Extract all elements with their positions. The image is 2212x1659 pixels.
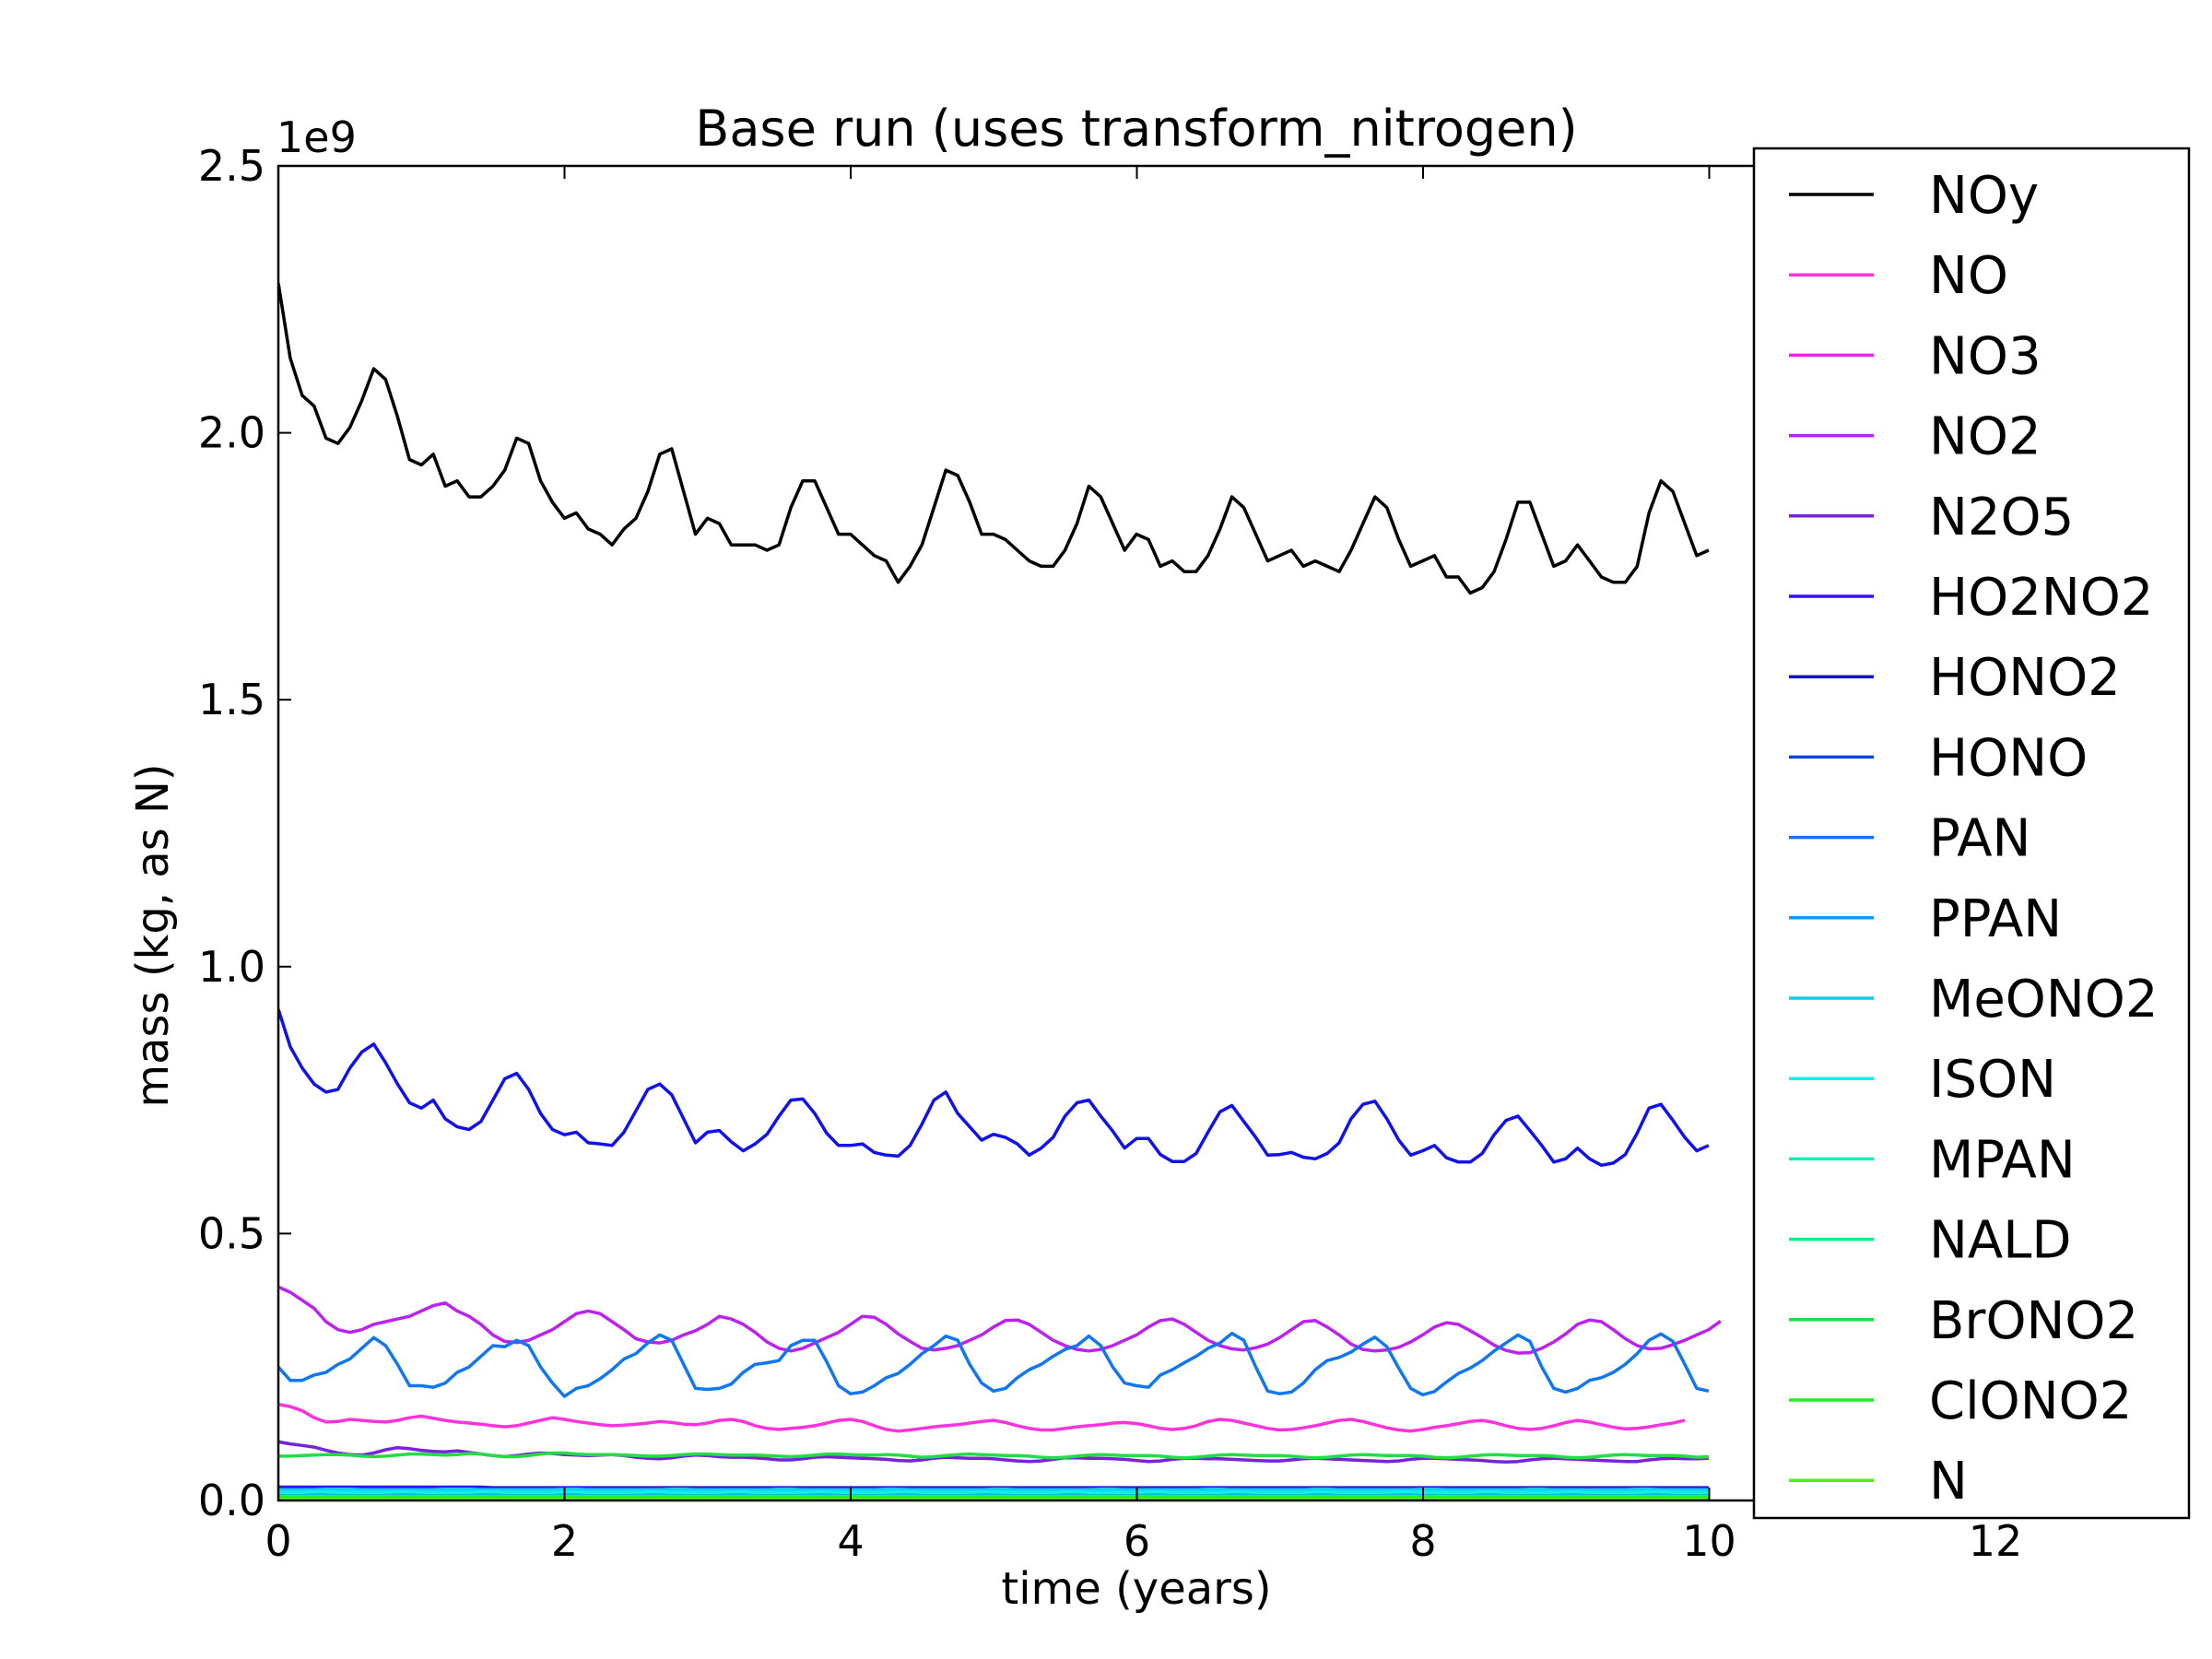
legend-box [1752, 147, 2191, 1520]
legend-label-hono2: HONO2 [1929, 648, 2121, 708]
x-tick-label: 12 [1969, 1516, 2023, 1566]
y-tick-label: 2.0 [198, 408, 265, 458]
legend-label-meono2: MeONO2 [1929, 970, 2158, 1030]
x-tick-label: 8 [1409, 1516, 1436, 1566]
legend-label-noy: NOy [1929, 166, 2039, 226]
legend-label-no2: NO2 [1929, 407, 2041, 467]
x-tick-label: 4 [837, 1516, 864, 1566]
x-tick-label: 2 [551, 1516, 578, 1566]
x-axis-label: time (years) [1001, 1563, 1271, 1615]
chart-title: Base run (uses transform_nitrogen) [695, 100, 1577, 158]
series-line-brono2 [278, 1451, 1709, 1460]
y-tick-label: 0.0 [198, 1476, 265, 1525]
y-tick-label: 1.5 [198, 675, 265, 724]
legend-label-no3: NO3 [1929, 326, 2041, 386]
series-line-no [278, 1402, 1686, 1433]
x-tick-label: 0 [265, 1516, 291, 1566]
x-tick-label: 10 [1682, 1516, 1736, 1566]
legend-label-mpan: MPAN [1929, 1130, 2076, 1190]
y-tick-label: 0.5 [198, 1208, 265, 1258]
legend-label-ison: ISON [1929, 1050, 2056, 1110]
series-line-ison [278, 1489, 1709, 1495]
legend-label-ho2no2: HO2NO2 [1929, 568, 2153, 628]
legend-label-n: N [1929, 1452, 1968, 1512]
series-layer [278, 283, 1722, 1500]
legend-label-brono2: BrONO2 [1929, 1291, 2138, 1351]
legend-label-no: NO [1929, 246, 2008, 306]
axes-layer: 0 2 4 6 8 10 12 0.0 0.5 1.0 1.5 2.0 2.5 [198, 141, 2022, 1566]
series-line-meono2 [278, 1488, 1709, 1492]
y-offset-label: 1e9 [276, 112, 357, 162]
legend-label-ppan: PPAN [1929, 889, 2062, 949]
legend-label-pan: PAN [1929, 809, 2030, 869]
legend-label-hono: HONO [1929, 728, 2088, 788]
x-tick-label: 6 [1124, 1516, 1150, 1566]
legend: NOy NO NO3 NO2 N2O5 HO2NO2 HONO2 HONO PAN PPAN MeO… [1752, 147, 2191, 1520]
y-tick-label: 1.0 [198, 942, 265, 992]
series-line-noy [278, 283, 1710, 595]
legend-label-n2o5: N2O5 [1929, 488, 2074, 547]
y-tick-label: 2.5 [198, 141, 265, 191]
legend-label-clono2: ClONO2 [1929, 1371, 2132, 1431]
legend-label-nald: NALD [1929, 1211, 2072, 1271]
series-line-pan [278, 1331, 1710, 1398]
series-line-hono2 [278, 1008, 1710, 1168]
y-axis-label: mass (kg, as N) [127, 763, 179, 1107]
